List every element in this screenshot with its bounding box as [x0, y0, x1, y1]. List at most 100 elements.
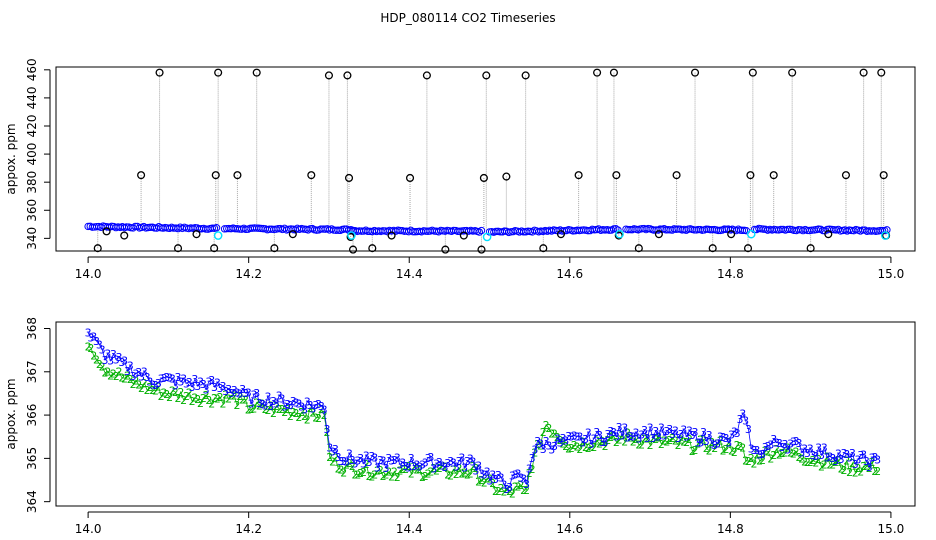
series-3-marker: 3 [588, 438, 595, 451]
series-2-marker: 2 [408, 468, 415, 481]
series-3-marker: 3 [590, 432, 597, 445]
series-3-marker: 3 [627, 430, 634, 443]
series-2-marker: 2 [548, 427, 555, 440]
series-3-marker: 3 [371, 451, 378, 464]
series-2-marker: 2 [655, 431, 662, 444]
outlier-point [877, 68, 886, 77]
top-y-tick-label: 380 [25, 171, 39, 194]
series-2-marker: 2 [222, 388, 229, 401]
series-3-marker: 3 [427, 451, 434, 464]
series-2-marker: 2 [588, 441, 595, 454]
series-2-marker: 2 [422, 470, 429, 483]
cyan-point [615, 229, 624, 239]
series-3-marker: 3 [680, 423, 687, 436]
series-2-marker: 2 [624, 427, 631, 440]
bottom-x-tick-label: 15.0 [878, 522, 905, 536]
series-3-marker: 3 [734, 427, 741, 440]
series-3-marker: 3 [571, 430, 578, 443]
series-2-marker: 2 [753, 449, 760, 462]
series-3-marker: 3 [554, 432, 561, 445]
series-2-marker: 2 [231, 389, 238, 402]
series-2-marker: 2 [248, 403, 255, 416]
series-3-marker: 3 [413, 459, 420, 472]
series-2-marker: 2 [323, 426, 330, 439]
series-2-marker: 2 [616, 434, 623, 447]
series-3-marker: 3 [484, 465, 491, 478]
series-3-marker: 3 [253, 387, 260, 400]
series-3-marker: 3 [722, 432, 729, 445]
series-3-marker: 3 [835, 448, 842, 461]
series-3-marker: 3 [745, 423, 752, 436]
series-2-marker: 2 [318, 403, 325, 416]
series-3-marker: 3 [675, 432, 682, 445]
series-2-marker: 2 [433, 464, 440, 477]
series-2-marker: 2 [610, 430, 617, 443]
series-2-marker: 2 [810, 454, 817, 467]
series-3-marker: 3 [130, 370, 137, 383]
series-2-marker: 2 [99, 360, 106, 373]
series-2-marker: 2 [773, 443, 780, 456]
series-2-marker: 2 [734, 439, 741, 452]
series-3-marker: 3 [385, 452, 392, 465]
series-3-marker: 3 [751, 444, 758, 457]
top-y-axis: 340 360 380 400 420 440 460 [25, 58, 51, 250]
series-2-marker: 2 [689, 445, 696, 458]
series-2-marker: 2 [506, 485, 513, 498]
series-3-marker: 3 [666, 423, 673, 436]
series-2-marker: 2 [846, 466, 853, 479]
series-3-marker: 3 [683, 431, 690, 444]
series-3-marker: 3 [388, 455, 395, 468]
top-x-tick-label: 14.6 [556, 267, 583, 281]
series-3-marker: 3 [183, 377, 190, 390]
series-2-marker: 2 [565, 442, 572, 455]
series-3-marker: 3 [214, 376, 221, 389]
series-3-marker: 3 [618, 430, 625, 443]
series-3-marker: 3 [110, 348, 117, 361]
baseline-point [280, 224, 289, 232]
series-2-marker: 2 [96, 358, 103, 371]
series-2-marker: 2 [781, 446, 788, 459]
series-3-marker: 3 [467, 453, 474, 466]
outlier-point [252, 68, 261, 77]
series-3-marker: 3 [624, 432, 631, 445]
series-2-marker: 2 [672, 435, 679, 448]
series-2-marker: 2 [186, 387, 193, 400]
outlier-point [743, 244, 753, 253]
series-2-marker: 2 [290, 406, 297, 419]
series-2-marker: 2 [568, 442, 575, 455]
series-2-marker: 2 [540, 426, 547, 439]
series-3-marker: 3 [585, 427, 592, 440]
cyan-point [482, 232, 492, 242]
bottom-x-tick-label: 14.2 [235, 522, 262, 536]
series-3-marker: 3 [677, 428, 684, 441]
series-2-marker: 2 [104, 365, 111, 378]
series-3-marker: 3 [602, 436, 609, 449]
series-3-marker: 3 [321, 404, 328, 417]
series-2-marker: 2 [357, 467, 364, 480]
series-2-marker: 2 [666, 434, 673, 447]
series-2-marker: 2 [152, 384, 159, 397]
series-2-marker: 2 [585, 442, 592, 455]
baseline-point [475, 228, 484, 236]
series-2-marker: 2 [526, 467, 533, 480]
outlier-point [348, 245, 358, 254]
bottom-x-axis: 14.0 14.2 14.4 14.6 14.8 15.0 [75, 511, 905, 536]
series-3-marker: 3 [391, 454, 398, 467]
series-2-marker: 2 [498, 482, 505, 495]
series-2-marker: 2 [728, 444, 735, 457]
series-3-marker: 3 [846, 451, 853, 464]
series-2-marker: 2 [146, 381, 153, 394]
outlier-point [841, 171, 851, 180]
outlier-point [806, 244, 815, 253]
series-2-marker: 2 [270, 407, 277, 420]
series-2-marker: 2 [343, 458, 350, 471]
series-3-marker: 3 [318, 400, 325, 413]
series-2-marker: 2 [253, 396, 260, 409]
series-2-marker: 2 [534, 438, 541, 451]
series-2-marker: 2 [360, 466, 367, 479]
outlier-point [192, 230, 201, 239]
series-3-marker: 3 [613, 431, 620, 444]
top-y-tick-label: 340 [25, 227, 39, 250]
series-3-marker: 3 [759, 448, 766, 461]
series-3-marker: 3 [748, 443, 755, 456]
